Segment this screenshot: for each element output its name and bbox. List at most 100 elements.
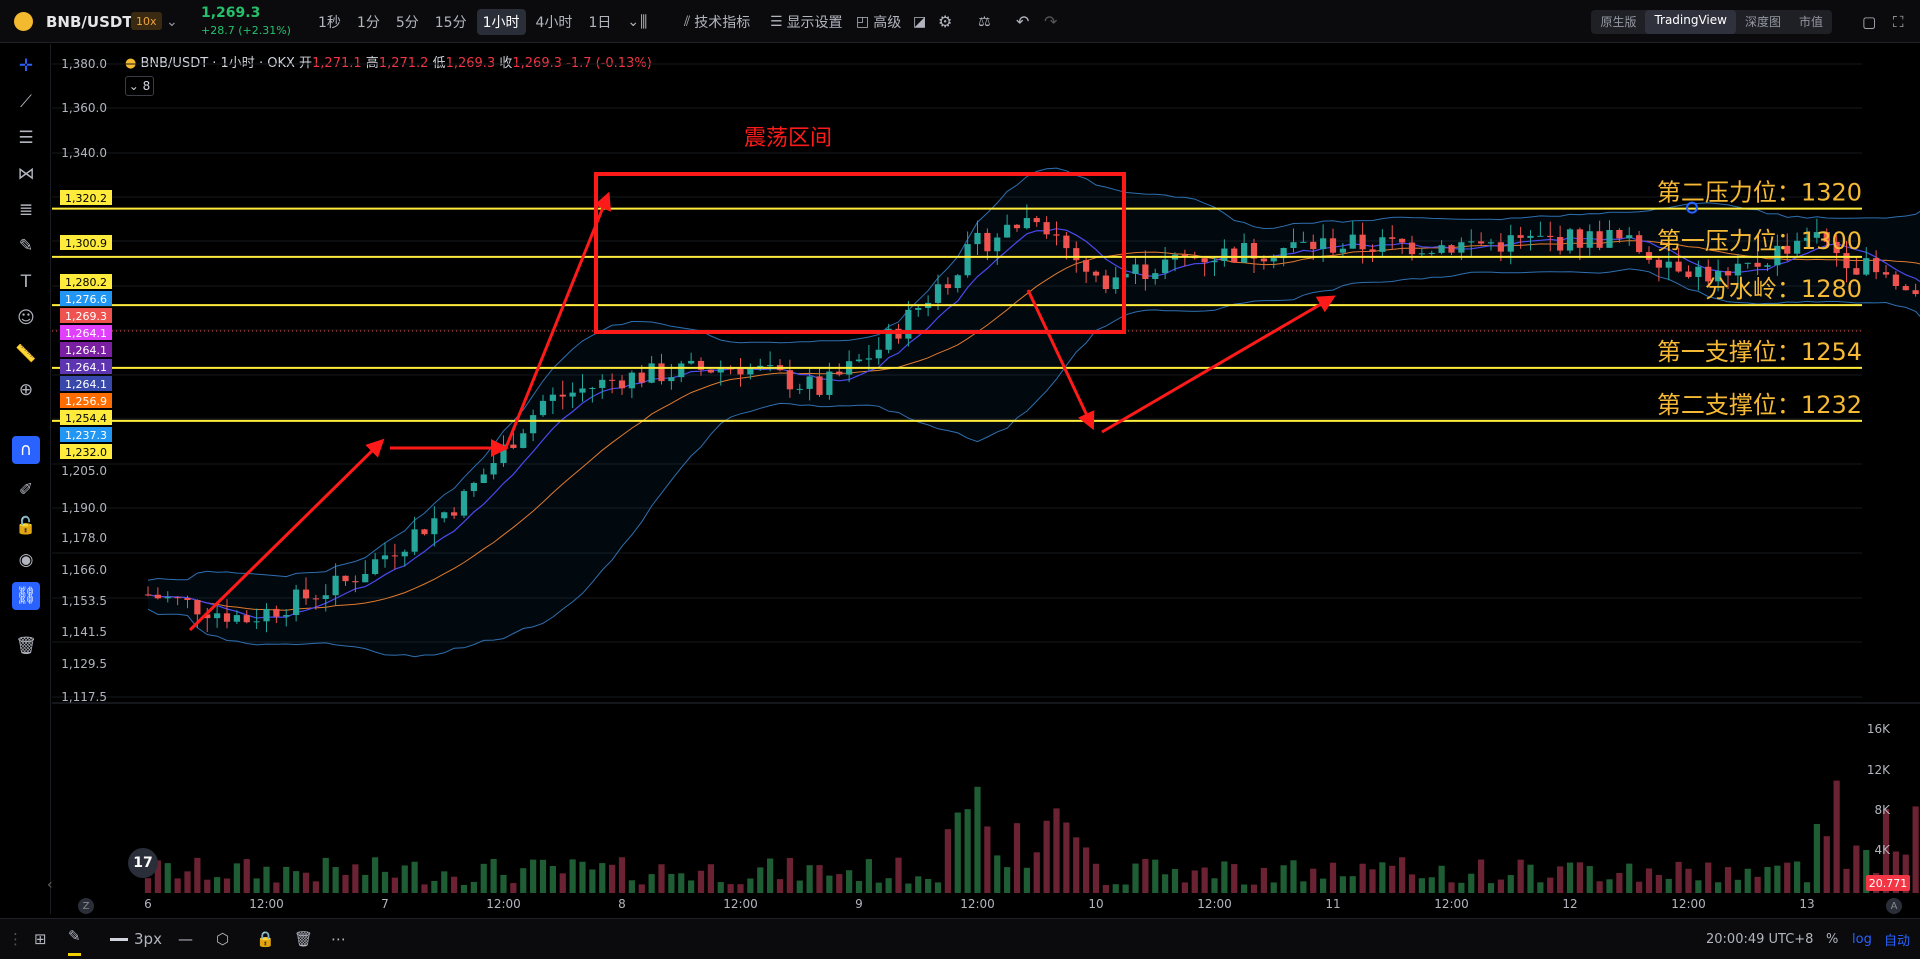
volume-bar bbox=[1527, 864, 1534, 893]
indicators-button[interactable]: ⫽ 技术指标 bbox=[684, 13, 751, 31]
undo-icon[interactable]: ↶ bbox=[1016, 12, 1030, 31]
tf-1h[interactable]: 1小时 bbox=[476, 8, 526, 35]
zoom-icon[interactable]: ⊕ bbox=[18, 380, 34, 400]
volume-bar bbox=[312, 881, 319, 893]
expand-icon[interactable]: ⛶ bbox=[1893, 12, 1904, 31]
range-box-label: 震荡区间 bbox=[744, 126, 832, 151]
ruler-icon[interactable]: 📏 bbox=[15, 344, 37, 364]
more-icon[interactable]: ⋯ bbox=[331, 930, 346, 948]
candle-body bbox=[470, 483, 477, 492]
price-chart[interactable]: 第二压力位：1320 第一压力位：1300 分水岭：1280 第一支撑位：1254 第二… bbox=[0, 0, 1920, 918]
stroke-width-select[interactable]: 3px bbox=[110, 919, 162, 959]
gear-icon[interactable]: ⚙ bbox=[938, 12, 953, 31]
tf-1d[interactable]: 1日 bbox=[588, 14, 612, 31]
collapse-arrow-icon[interactable]: ‹ bbox=[47, 877, 53, 893]
candle-body bbox=[322, 595, 329, 599]
indicator-toggle[interactable]: ⌄ 8 bbox=[125, 76, 154, 96]
hexagon-icon[interactable]: ⬡ bbox=[216, 930, 230, 948]
log-toggle[interactable]: log bbox=[1852, 931, 1872, 947]
volume-bar bbox=[727, 884, 734, 893]
trash-icon[interactable]: 🗑 bbox=[294, 930, 314, 948]
tf-1s[interactable]: 1秒 bbox=[318, 14, 341, 31]
magnet-icon[interactable]: ∩ bbox=[12, 436, 40, 464]
bottom-toolbar: ⋮ ⊞ ✎ 3px — ⬡ 🔒 🗑 ⋯ 20:00:49 UTC+8 % log… bbox=[0, 918, 1920, 959]
display-settings-button[interactable]: ☰ 显示设置 bbox=[770, 13, 843, 31]
candle-body bbox=[974, 232, 981, 245]
tf-5m[interactable]: 5分 bbox=[395, 14, 419, 31]
tf-15m[interactable]: 15分 bbox=[434, 14, 467, 31]
lock-icon[interactable]: 🔓 bbox=[15, 516, 37, 536]
redo-icon[interactable]: ↷ bbox=[1044, 12, 1058, 31]
clock-time[interactable]: 20:00:49 UTC+8 bbox=[1706, 931, 1814, 947]
pattern-icon[interactable]: ⋈ bbox=[17, 164, 35, 184]
layout-icon[interactable]: ⊞ bbox=[34, 930, 47, 948]
candle-body bbox=[1705, 266, 1712, 282]
volume-bar bbox=[1399, 857, 1406, 893]
pen-icon[interactable]: ✎ bbox=[68, 919, 81, 956]
emoji-icon[interactable]: ☺ bbox=[17, 308, 35, 328]
auto-toggle[interactable]: 自动 bbox=[1884, 933, 1911, 949]
range-box bbox=[594, 172, 1126, 334]
view-tradingview[interactable]: TradingView bbox=[1645, 10, 1736, 34]
compare-icon[interactable]: ⚖ bbox=[978, 13, 991, 30]
price-label: 1,320.2 bbox=[65, 192, 107, 205]
fib-icon[interactable]: ≣ bbox=[18, 200, 34, 220]
volume-bar bbox=[1734, 879, 1741, 893]
volume-bar bbox=[1349, 876, 1356, 893]
percent-toggle[interactable]: % bbox=[1826, 931, 1839, 947]
view-native[interactable]: 原生版 bbox=[1600, 15, 1637, 29]
chevron-down-icon[interactable]: ⌄ bbox=[166, 13, 178, 30]
fullscreen-icon[interactable]: ▢ bbox=[1862, 12, 1877, 31]
leverage-badge: 10x bbox=[131, 12, 162, 30]
price-label: 1,276.6 bbox=[65, 293, 107, 306]
volume-bar bbox=[984, 826, 991, 893]
volume-bar bbox=[1606, 879, 1613, 893]
symbol-name[interactable]: BNB/USDT bbox=[46, 12, 133, 31]
candle-body bbox=[905, 309, 912, 339]
candle-type-icon[interactable]: ⫼ bbox=[640, 11, 648, 31]
candle-body bbox=[1300, 241, 1307, 243]
volume-bar bbox=[747, 878, 754, 893]
crosshair-icon[interactable]: ✛ bbox=[18, 56, 34, 76]
x-tick-label: 7 bbox=[381, 897, 389, 911]
zoom-reset-icon[interactable]: Z bbox=[78, 898, 94, 914]
view-depth[interactable]: 深度图 bbox=[1744, 15, 1781, 29]
advanced-button[interactable]: ◰ 高级 bbox=[856, 13, 902, 31]
grip-icon[interactable]: ⋮ bbox=[8, 930, 23, 948]
price-label-bg bbox=[60, 342, 112, 357]
volume-bar bbox=[1645, 868, 1653, 893]
lock-icon[interactable]: 🔒 bbox=[256, 930, 275, 948]
volume-bar bbox=[1557, 866, 1564, 893]
volume-bar bbox=[332, 867, 339, 893]
volume-current-label: 20.771 bbox=[1869, 877, 1908, 890]
view-marketcap[interactable]: 市值 bbox=[1798, 15, 1823, 29]
candle-body bbox=[174, 597, 181, 599]
advanced-icon: ◰ bbox=[856, 13, 870, 30]
y-tick-label: 1,190.0 bbox=[61, 501, 107, 515]
text-icon[interactable]: T bbox=[20, 272, 32, 292]
volume-bar bbox=[944, 829, 951, 893]
snapshot-icon[interactable]: ◪ bbox=[913, 13, 927, 30]
eye-icon[interactable]: ◉ bbox=[18, 550, 34, 570]
volume-bar bbox=[816, 865, 823, 893]
candle-body bbox=[1092, 271, 1100, 276]
trend-line-icon[interactable]: ⟋ bbox=[20, 92, 32, 112]
line-style-icon[interactable]: — bbox=[178, 930, 193, 948]
trash-icon[interactable]: 🗑 bbox=[15, 636, 37, 656]
pencil-lock-icon[interactable]: ✐ bbox=[18, 480, 34, 500]
horizontal-lines-icon[interactable]: ☰ bbox=[18, 128, 34, 148]
tf-1m[interactable]: 1分 bbox=[356, 14, 380, 31]
chevron-down-icon[interactable]: ⌄ bbox=[627, 13, 640, 30]
candle-body bbox=[1211, 260, 1218, 263]
volume-bar bbox=[342, 874, 349, 893]
y-tick-label: 1,360.0 bbox=[61, 101, 107, 115]
candle-body bbox=[717, 368, 724, 373]
auto-scale-icon[interactable]: A bbox=[1886, 898, 1902, 914]
volume-bar bbox=[569, 859, 576, 893]
brush-icon[interactable]: ✎ bbox=[18, 236, 34, 256]
y-tick-label: 1,141.5 bbox=[61, 625, 107, 639]
volume-bar bbox=[510, 883, 517, 893]
link-icon[interactable]: ⛓ bbox=[12, 582, 40, 610]
volume-bar bbox=[460, 884, 468, 893]
tf-4h[interactable]: 4小时 bbox=[535, 14, 573, 31]
